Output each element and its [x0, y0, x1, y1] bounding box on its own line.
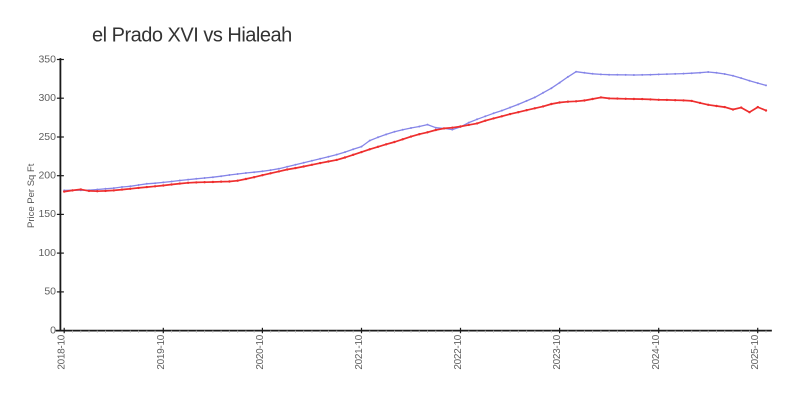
svg-text:350: 350 [38, 53, 56, 65]
svg-text:0: 0 [50, 324, 56, 336]
svg-text:2023-10: 2023-10 [552, 334, 563, 369]
svg-text:el Prado XVI vs Hialeah: el Prado XVI vs Hialeah [92, 25, 292, 47]
svg-text:250: 250 [38, 131, 56, 143]
svg-text:2025-10: 2025-10 [750, 334, 761, 369]
svg-text:2024-10: 2024-10 [651, 334, 662, 369]
svg-text:2021-10: 2021-10 [354, 334, 365, 369]
svg-text:50: 50 [44, 286, 56, 298]
svg-text:2020-10: 2020-10 [255, 334, 266, 369]
svg-text:2022-10: 2022-10 [453, 334, 464, 369]
svg-text:100: 100 [38, 247, 56, 259]
svg-text:2019-10: 2019-10 [156, 334, 167, 369]
svg-text:300: 300 [38, 92, 56, 104]
svg-text:Price Per Sq Ft: Price Per Sq Ft [26, 163, 37, 228]
svg-text:150: 150 [38, 208, 56, 220]
svg-text:200: 200 [38, 170, 56, 182]
svg-text:2018-10: 2018-10 [57, 334, 68, 369]
